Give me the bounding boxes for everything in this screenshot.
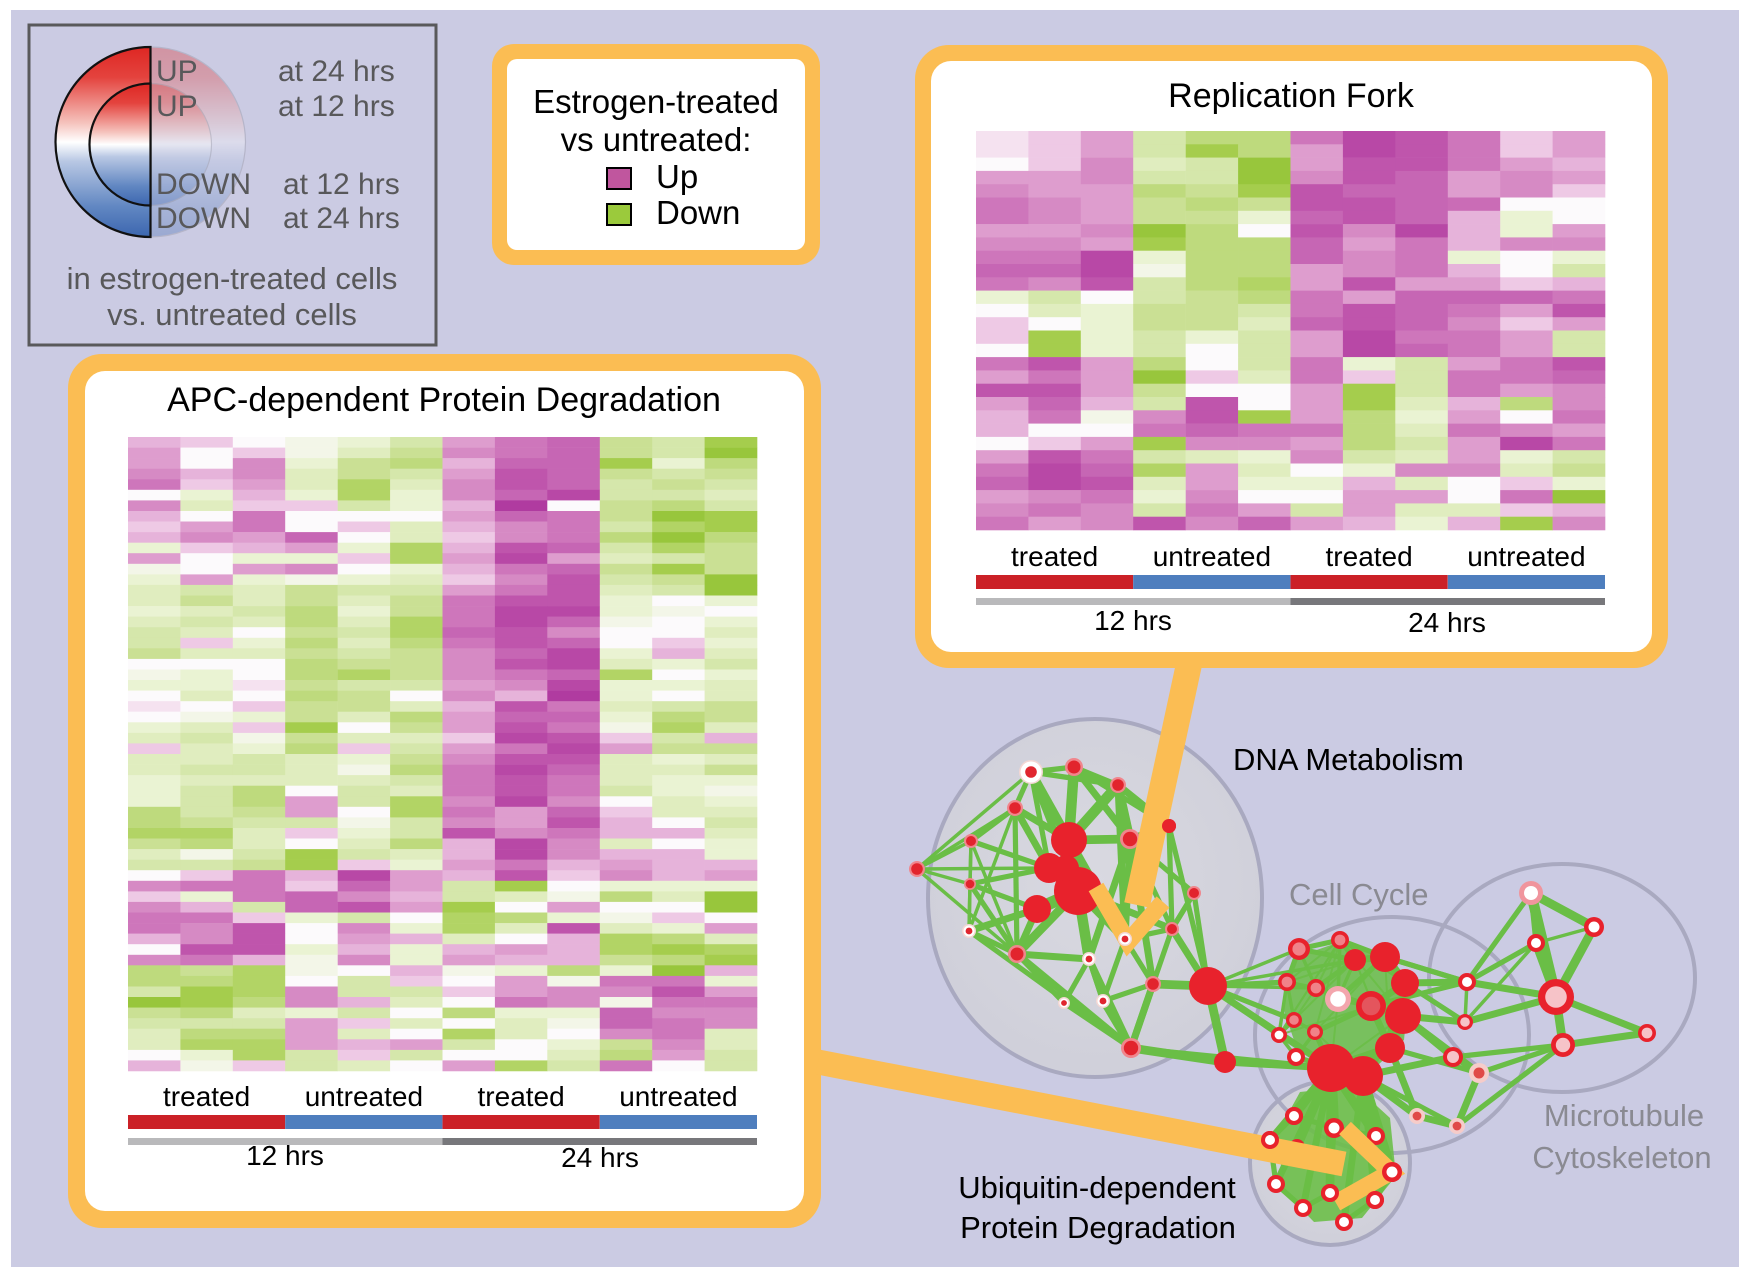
- svg-text:Up: Up: [656, 158, 698, 195]
- svg-text:untreated: untreated: [1467, 541, 1585, 572]
- svg-text:Replication Fork: Replication Fork: [1168, 77, 1415, 115]
- svg-text:DNA Metabolism: DNA Metabolism: [1233, 742, 1464, 777]
- svg-text:12 hrs: 12 hrs: [246, 1140, 324, 1171]
- svg-text:Protein Degradation: Protein Degradation: [960, 1210, 1236, 1245]
- svg-text:treated: treated: [163, 1081, 250, 1112]
- svg-text:APC-dependent Protein Degradat: APC-dependent Protein Degradation: [167, 381, 721, 419]
- svg-text:12 hrs: 12 hrs: [1094, 605, 1172, 636]
- svg-text:at 24 hrs: at 24 hrs: [278, 55, 395, 88]
- svg-text:24 hrs: 24 hrs: [561, 1142, 639, 1173]
- svg-text:at 12 hrs: at 12 hrs: [278, 90, 395, 123]
- svg-text:in estrogen-treated cells: in estrogen-treated cells: [67, 261, 398, 296]
- svg-text:untreated: untreated: [305, 1081, 423, 1112]
- svg-text:DOWN: DOWN: [156, 202, 251, 235]
- svg-text:DOWN: DOWN: [156, 168, 251, 201]
- svg-text:vs. untreated cells: vs. untreated cells: [107, 297, 357, 332]
- svg-text:Down: Down: [656, 194, 740, 231]
- svg-text:Ubiquitin-dependent: Ubiquitin-dependent: [958, 1170, 1236, 1205]
- svg-text:24 hrs: 24 hrs: [1408, 607, 1486, 638]
- svg-text:treated: treated: [1011, 541, 1098, 572]
- svg-text:UP: UP: [156, 55, 198, 88]
- svg-text:untreated: untreated: [619, 1081, 737, 1112]
- svg-text:Microtubule: Microtubule: [1544, 1098, 1704, 1133]
- svg-text:Cell Cycle: Cell Cycle: [1289, 877, 1429, 912]
- svg-text:Cytoskeleton: Cytoskeleton: [1532, 1140, 1711, 1175]
- svg-text:untreated: untreated: [1153, 541, 1271, 572]
- svg-text:UP: UP: [156, 90, 198, 123]
- svg-text:treated: treated: [478, 1081, 565, 1112]
- svg-text:Estrogen-treated: Estrogen-treated: [533, 83, 779, 120]
- svg-text:treated: treated: [1326, 541, 1413, 572]
- svg-text:at 12 hrs: at 12 hrs: [283, 168, 400, 201]
- svg-text:at 24 hrs: at 24 hrs: [283, 202, 400, 235]
- svg-text:vs untreated:: vs untreated:: [561, 121, 752, 158]
